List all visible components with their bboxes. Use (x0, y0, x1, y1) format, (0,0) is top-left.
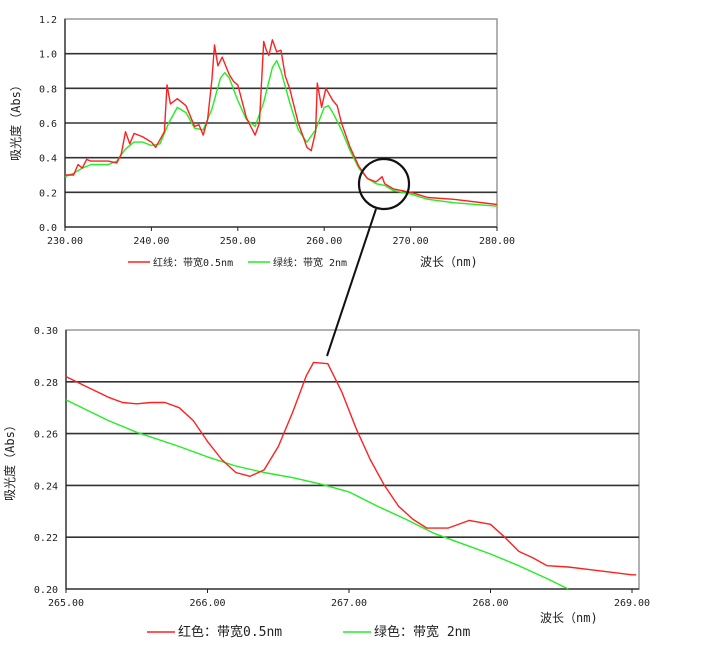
x-tick-label: 230.00 (47, 236, 83, 247)
x-tick-label: 267.00 (331, 598, 367, 609)
y-tick-label: 0.22 (34, 533, 58, 544)
zoom-connector-line (326, 208, 377, 357)
legend-label: 红色：带宽0.5nm (178, 624, 282, 640)
x-tick-label: 270.00 (393, 236, 429, 247)
y-tick-label: 0.6 (39, 119, 57, 130)
y-tick-label: 0.4 (39, 154, 57, 165)
y-axis-title: 吸光度（Abs） (8, 79, 23, 161)
legend-label: 红线：带宽0.5nm (153, 256, 233, 269)
chart-1: 0.0 0.2 0.4 0.6 0.8 1.0 1.2 230.00 240.00 250.00 2… (8, 15, 515, 269)
legend-label: 绿线：带宽 2nm (273, 256, 347, 269)
y-tick-label: 0.26 (34, 430, 58, 441)
x-axis-title: 波长（nm) (420, 255, 478, 269)
y-tick-label: 1.0 (39, 50, 57, 61)
plot-frame (65, 329, 640, 590)
y-tick-label: 0.20 (34, 585, 58, 596)
zoom-circle-annotation (357, 157, 411, 211)
x-tick-label: 280.00 (479, 236, 515, 247)
y-tick-label: 0.2 (39, 188, 57, 199)
series-line (65, 399, 569, 590)
chart-2: 0.20 0.22 0.24 0.26 0.28 0.30 265.00 266.00 267.… (2, 326, 650, 640)
x-tick-label: 240.00 (133, 236, 169, 247)
y-tick-label: 0.8 (39, 84, 57, 95)
y-tick-label: 0.0 (39, 223, 57, 234)
x-tick-label: 269.00 (614, 598, 650, 609)
x-tick-label: 260.00 (306, 236, 342, 247)
y-axis-title: 吸光度（Abs） (2, 419, 17, 501)
x-axis-title: 波长（nm) (540, 611, 598, 625)
series-line (64, 59, 498, 207)
y-tick-label: 1.2 (39, 15, 57, 26)
x-tick-label: 266.00 (189, 598, 225, 609)
y-tick-label: 0.28 (34, 378, 58, 389)
series-line (65, 361, 637, 576)
x-tick-label: 250.00 (220, 236, 256, 247)
x-tick-label: 268.00 (472, 598, 508, 609)
y-tick-label: 0.24 (34, 481, 58, 492)
series-line (65, 39, 498, 206)
x-tick-label: 265.00 (48, 598, 84, 609)
y-tick-label: 0.30 (34, 326, 58, 337)
legend-label: 绿色：带宽 2nm (374, 624, 470, 640)
